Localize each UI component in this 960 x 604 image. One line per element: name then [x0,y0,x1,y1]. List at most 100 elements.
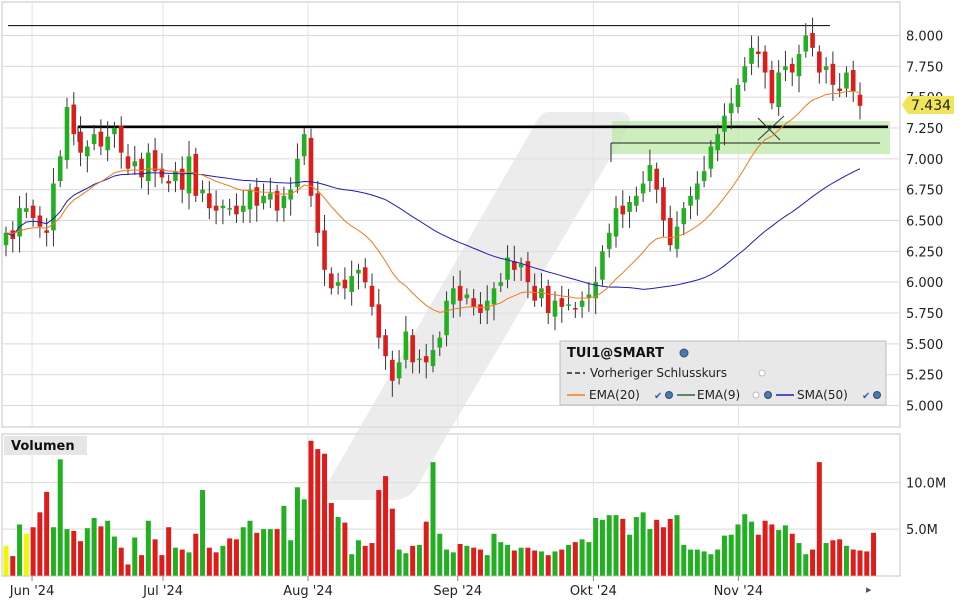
price-tick-label: 8.000 [906,30,943,45]
volume-bar [837,539,843,576]
candle-body [606,232,612,249]
candle-body [518,263,524,268]
volume-bar [17,524,23,576]
volume-bar [403,553,409,576]
candle-body [10,230,16,239]
volume-bar [98,526,104,576]
scroll-right-icon[interactable]: ▸ [866,583,872,596]
volume-bar [294,487,300,576]
candle-body [335,282,341,286]
volume-bar [355,540,361,576]
volume-bar [721,535,727,576]
volume-bar [322,453,328,576]
volume-title-box: Volumen [4,436,87,455]
candle-body [579,300,585,307]
volume-bar [78,541,84,576]
volume-bar [505,544,511,576]
volume-bar [186,552,192,576]
volume-bar [593,517,599,576]
volume-bar [579,539,585,576]
symbol-info-icon[interactable] [679,348,689,358]
volume-bar [179,549,185,576]
candle-body [308,137,314,196]
volume-bar [423,521,429,576]
candle-body [383,335,388,357]
candle-body [701,171,707,182]
volume-bar [457,543,463,576]
volume-bar [410,545,416,576]
sma50-settings-icon[interactable] [873,391,881,399]
volume-bar [247,520,253,576]
price-tick-label: 5.500 [906,338,943,353]
candle-body [803,35,809,52]
candle-body [505,257,510,280]
price-tick-label: 5.250 [906,369,943,384]
volume-bar [172,547,178,576]
volume-bar [159,555,165,576]
date-tick-label: Jun '24 [9,584,55,599]
date-tick-label: Sep '24 [433,584,482,599]
candle-body [593,282,598,299]
volume-bar [532,550,538,576]
candle-body [762,51,768,73]
volume-bar [84,528,90,576]
volume-bar [471,547,477,576]
candle-body [186,156,192,194]
last-price-tag-arrow [902,96,954,114]
volume-bar [444,549,450,576]
volume-bar [491,533,497,576]
candle-body [722,115,727,132]
candle-body [735,84,741,108]
volume-bar [633,517,639,576]
volume-bar [193,533,199,576]
candle-body [545,285,551,313]
volume-bar [674,515,680,576]
volume-bar [843,545,849,576]
volume-bar [450,552,456,576]
volume-bar [349,554,355,576]
candle-body [220,205,226,209]
candle-body [756,51,761,54]
volume-bar [213,552,219,576]
date-tick-label: Nov '24 [714,584,764,599]
volume-bar [498,542,504,576]
candle-body [437,337,443,348]
candle-body [559,298,565,307]
volume-bar [654,519,660,576]
sma50-check-icon[interactable]: ✔ [862,391,870,402]
volume-bar [552,551,558,576]
volume-bar [389,508,395,576]
candlestick-series [3,17,863,397]
volume-bar [864,551,870,576]
ema20-settings-icon[interactable] [665,391,673,399]
volume-bar [383,476,389,576]
volume-bar [3,545,9,576]
volume-bar [782,525,788,576]
candle-body [403,331,409,360]
volume-title: Volumen [11,439,75,454]
ema9-settings-icon[interactable] [764,391,772,399]
candle-body [254,187,260,206]
volume-bar [111,536,117,576]
candle-body [457,285,463,301]
candle-body [3,232,9,246]
candle-body [200,189,205,194]
volume-bar [166,527,172,576]
candle-body [390,359,395,381]
candle-body [118,125,124,153]
volume-bar [477,549,483,576]
prev-close-toggle-icon[interactable] [758,369,766,377]
volume-bar [200,490,206,576]
ema9-toggle-icon[interactable] [752,391,760,399]
price-tick-label: 7.000 [906,153,943,168]
volume-bar [430,462,436,576]
legend-background [559,340,887,406]
candle-body [51,183,56,231]
candle-body [444,300,449,336]
candle-body [810,33,815,48]
volume-bar [613,515,619,576]
ema20-check-icon[interactable]: ✔ [654,391,662,402]
candle-body [166,181,171,184]
candle-body [423,356,429,363]
volume-bar [37,512,43,576]
